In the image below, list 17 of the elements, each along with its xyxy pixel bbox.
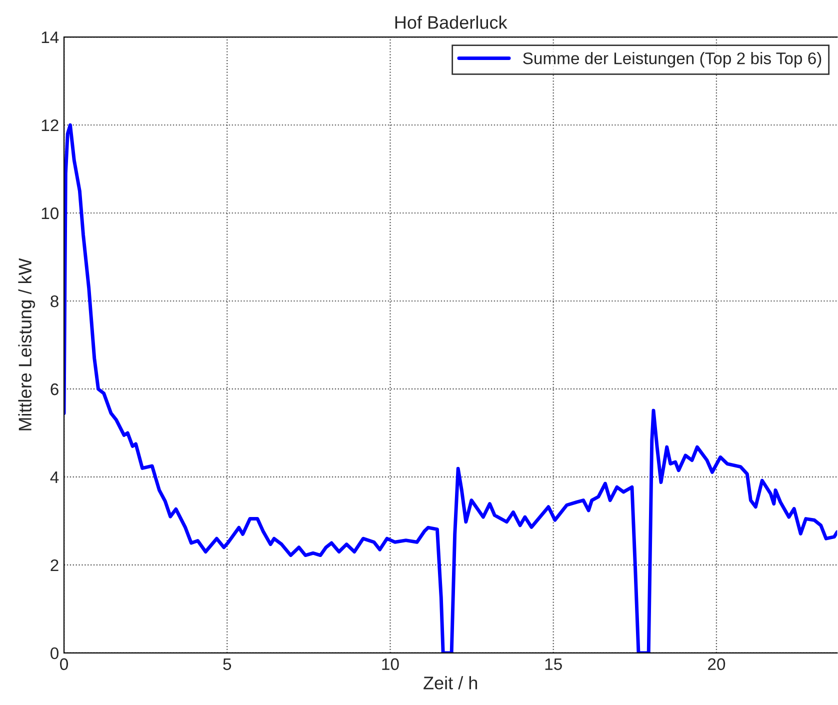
chart-title: Hof Baderluck <box>395 16 508 29</box>
y-tick-label: 8 <box>50 295 58 308</box>
y-tick-label: 6 <box>50 383 58 396</box>
x-axis-title: Zeit / h <box>424 676 478 690</box>
y-tick-label: 4 <box>50 472 59 484</box>
y-tick-label: 0 <box>50 647 59 660</box>
x-tick-label: 5 <box>223 658 232 670</box>
y-tick-label: 2 <box>50 559 58 572</box>
y-tick-label: 12 <box>42 119 58 132</box>
x-tick-label: 20 <box>708 658 726 670</box>
x-tick-label: 10 <box>382 658 399 670</box>
x-tick-label: 0 <box>60 658 68 670</box>
x-tick-label: 15 <box>545 658 562 670</box>
y-tick-label: 14 <box>42 32 59 44</box>
y-tick-label: 10 <box>42 207 59 220</box>
y-axis-title: Mittlere Leistung / kW <box>18 258 36 430</box>
legend-label: Summe der Leistungen (Top 2 bis Top 6) <box>523 52 822 68</box>
